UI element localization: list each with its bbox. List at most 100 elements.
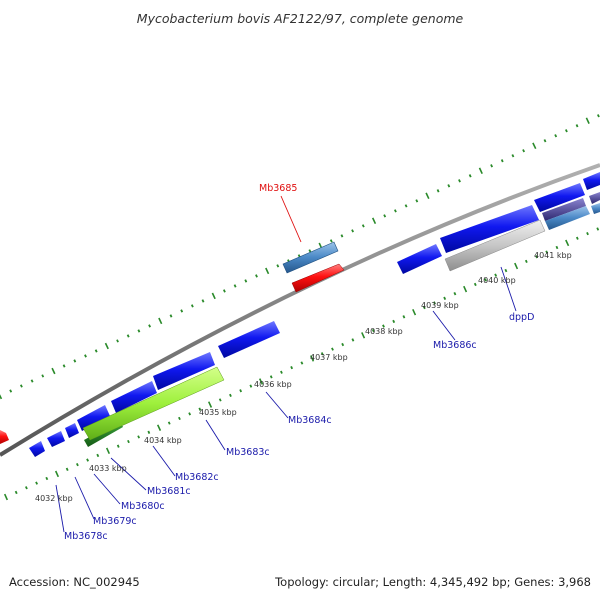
reverse-tick: [218, 398, 222, 402]
reverse-tick: [280, 370, 283, 374]
label-leader-lines: [55, 195, 517, 533]
reverse-tick: [156, 424, 162, 431]
forward-tick: [532, 142, 537, 150]
scale-label: 4039 kbp: [421, 301, 459, 310]
mb3679c-gene: [47, 431, 65, 447]
gene-labels: Mb3678c Mb3679c Mb3680c Mb3681c Mb3682c …: [64, 183, 534, 542]
reverse-tick: [473, 282, 477, 287]
reverse-tick: [555, 245, 559, 250]
reverse-tick: [24, 486, 28, 490]
forward-tick: [404, 204, 408, 208]
forward-tick: [543, 139, 547, 143]
forward-tick: [276, 264, 280, 268]
reverse-tick: [545, 250, 549, 254]
forward-tick: [169, 314, 173, 318]
forward-tick: [458, 179, 461, 183]
dppd-feature: [444, 219, 546, 272]
forward-tick: [41, 374, 45, 378]
gene-label-mb3680c: Mb3680c: [121, 501, 165, 512]
genome-summary-text: Topology: circular; Length: 4,345,492 bp…: [274, 575, 591, 589]
mb3682c-gene-top: [111, 381, 157, 413]
reverse-tick: [392, 319, 396, 324]
forward-tick: [478, 167, 483, 175]
forward-tick-ring: [0, 114, 600, 400]
reverse-tick: [361, 332, 366, 339]
scale-labels: 4032 kbp 4033 kbp 4034 kbp 4035 kbp 4036…: [35, 251, 572, 503]
gene-label-mb3685: Mb3685: [259, 183, 297, 194]
reverse-tick: [14, 490, 18, 495]
forward-tick: [575, 124, 579, 128]
scale-label: 4034 kbp: [144, 436, 182, 445]
mb3686c-gene: [397, 244, 442, 274]
reverse-tick: [105, 447, 111, 455]
reverse-tick: [524, 259, 528, 263]
gene-label-dppd: dppD: [509, 312, 534, 323]
forward-tick: [351, 229, 355, 233]
reverse-tick: [239, 389, 243, 393]
mb3681c-gene: [77, 405, 110, 431]
forward-tick: [436, 189, 440, 193]
forward-tick: [137, 329, 141, 333]
accession-text: Accession: NC_002945: [9, 575, 140, 589]
reverse-tick: [412, 308, 417, 316]
reverse-tick: [65, 467, 69, 471]
reverse-tick: [116, 444, 120, 448]
forward-tick: [0, 394, 3, 400]
forward-tick: [62, 364, 66, 368]
reverse-tick: [586, 232, 589, 236]
reverse-tick: [269, 375, 273, 379]
reverse-tick: [290, 366, 294, 370]
forward-tick: [244, 279, 248, 283]
reverse-tick: [54, 470, 60, 478]
reverse-tick: [35, 481, 39, 485]
forward-tick: [180, 309, 184, 313]
reverse-tick: [535, 255, 538, 259]
forward-tick: [211, 292, 216, 300]
scale-label: 4033 kbp: [89, 464, 127, 473]
forward-tick: [425, 192, 430, 200]
forward-tick: [158, 317, 163, 325]
forward-tick: [596, 114, 600, 118]
mb3680c-gene: [65, 423, 79, 438]
mb3685-rna-feature: [282, 241, 339, 274]
reverse-tick: [463, 285, 468, 293]
reverse-tick: [167, 421, 171, 425]
gene-label-mb3679c: Mb3679c: [93, 516, 137, 527]
forward-tick: [30, 379, 34, 383]
forward-tick: [73, 359, 77, 363]
forward-tick: [255, 274, 258, 278]
reverse-strand-features: [0, 183, 600, 457]
genome-backbone: [0, 163, 600, 457]
forward-tick: [393, 209, 397, 213]
reverse-tick: [433, 301, 436, 305]
forward-tick: [201, 299, 205, 303]
forward-tick: [190, 304, 194, 308]
reverse-tick: [229, 393, 232, 397]
forward-strand-features: [282, 172, 600, 274]
reverse-tick: [3, 493, 9, 501]
forward-tick: [148, 324, 152, 328]
reverse-tick: [494, 273, 498, 277]
reverse-tick: [351, 338, 355, 342]
gene-label-mb3678c: Mb3678c: [64, 531, 108, 542]
scale-label: 4037 kbp: [310, 353, 348, 362]
reverse-tick: [331, 347, 334, 351]
mb3684c-gene: [218, 321, 280, 358]
reverse-tick: [198, 407, 202, 411]
reverse-tick: [484, 278, 487, 282]
gene-forward-edge: [583, 172, 600, 190]
scale-label: 4036 kbp: [254, 380, 292, 389]
forward-tick: [116, 339, 119, 343]
reverse-tick: [422, 305, 426, 310]
scale-label: 4040 kbp: [478, 276, 516, 285]
reverse-tick: [310, 355, 315, 362]
gene-label-mb3684c: Mb3684c: [288, 415, 332, 426]
forward-tick: [361, 224, 365, 228]
forward-tick: [9, 389, 13, 393]
gene-reverse-left-edge: [0, 430, 9, 444]
forward-tick: [490, 164, 494, 168]
gene-reverse-steel: [545, 206, 590, 230]
reverse-tick: [127, 439, 130, 444]
forward-tick: [522, 149, 526, 153]
